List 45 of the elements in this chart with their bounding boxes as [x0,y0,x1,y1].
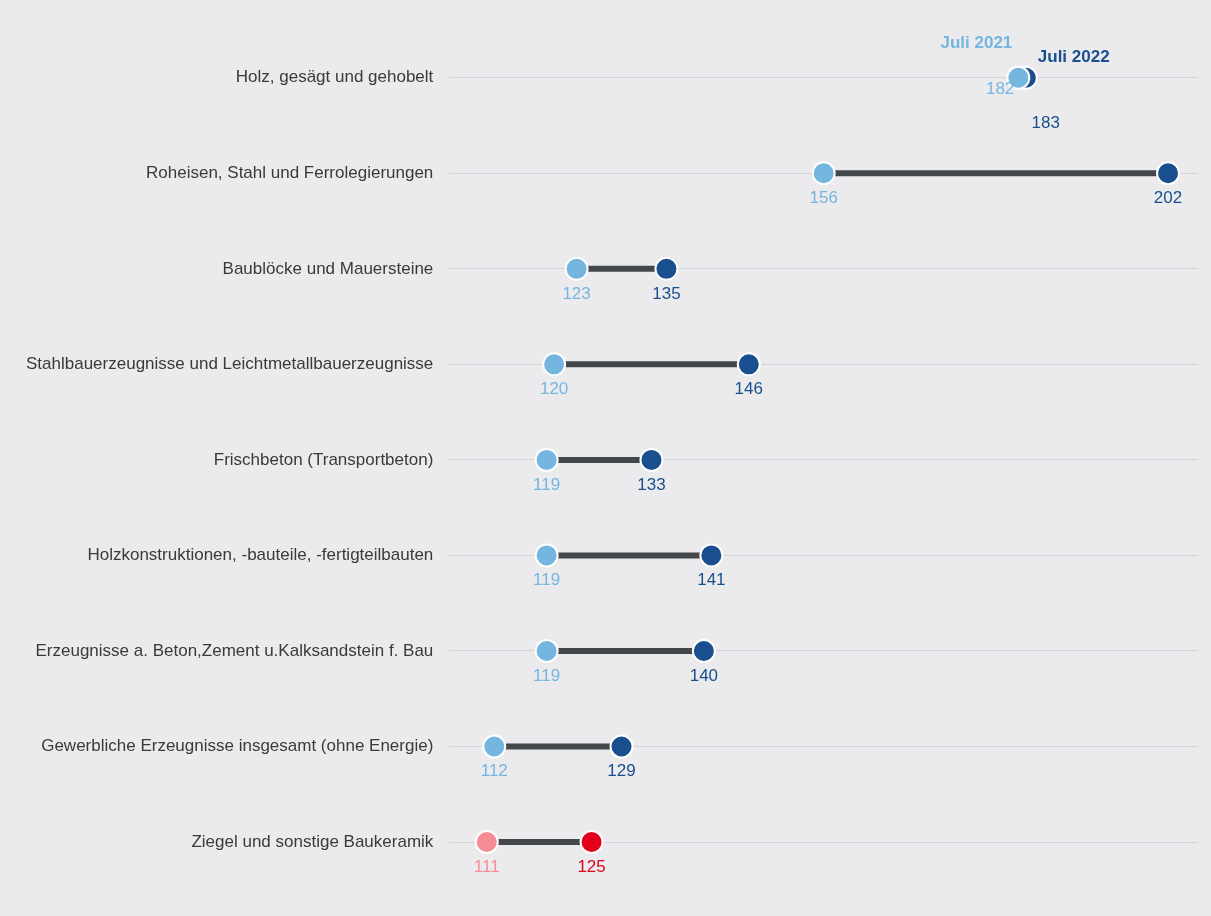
series-label: Juli 2021 [940,33,1013,53]
point [534,447,559,472]
point [609,734,634,759]
data-label: 202 [1153,187,1183,207]
data-label: 125 [577,856,606,876]
data-label: 140 [689,665,719,685]
point [699,543,724,568]
data-label: 129 [607,761,636,781]
y-tick-label: Holzkonstruktionen, -bauteile, -fertigteilbauten [87,545,434,565]
y-tick-label: Holz, gesägt und gehobelt [235,67,434,87]
y-tick-label: Roheisen, Stahl und Ferrolegierungen [146,162,434,182]
y-tick-label: Baublöcke und Mauersteine [222,258,434,278]
point [691,638,716,663]
data-label: 133 [637,474,666,494]
data-label: 119 [533,474,561,494]
y-tick-label: Stahlbauerzeugnisse und Leichtmetallbauerzeugnisse [26,354,434,374]
data-label: 156 [809,187,838,207]
point [579,830,604,855]
point [474,830,499,855]
point [534,543,559,568]
point [1156,161,1181,186]
data-label: 111 [473,856,500,876]
y-tick-label: Erzeugnisse a. Beton,Zement u.Kalksandstein f. Bau [35,640,434,660]
point [736,352,761,377]
point [482,734,507,759]
data-label: 183 [1031,113,1060,133]
y-tick-label: Frischbeton (Transportbeton) [213,449,434,469]
y-tick-label: Ziegel und sonstige Baukeramik [191,831,434,851]
point [654,256,679,281]
data-label: 120 [539,379,569,399]
data-label: 119 [533,570,561,590]
data-label: 119 [533,665,561,685]
data-label: 146 [734,379,763,399]
point [534,638,559,663]
point [542,352,567,377]
point [564,256,589,281]
data-label: 123 [562,283,591,303]
data-label: 141 [697,570,726,590]
series-label: Juli 2022 [1037,47,1110,67]
point [639,447,664,472]
point [811,161,836,186]
data-label: 135 [652,283,681,303]
y-tick-label: Gewerbliche Erzeugnisse insgesamt (ohne Energie) [41,736,434,756]
data-label: 112 [480,761,508,781]
data-label: 182 [985,79,1015,99]
